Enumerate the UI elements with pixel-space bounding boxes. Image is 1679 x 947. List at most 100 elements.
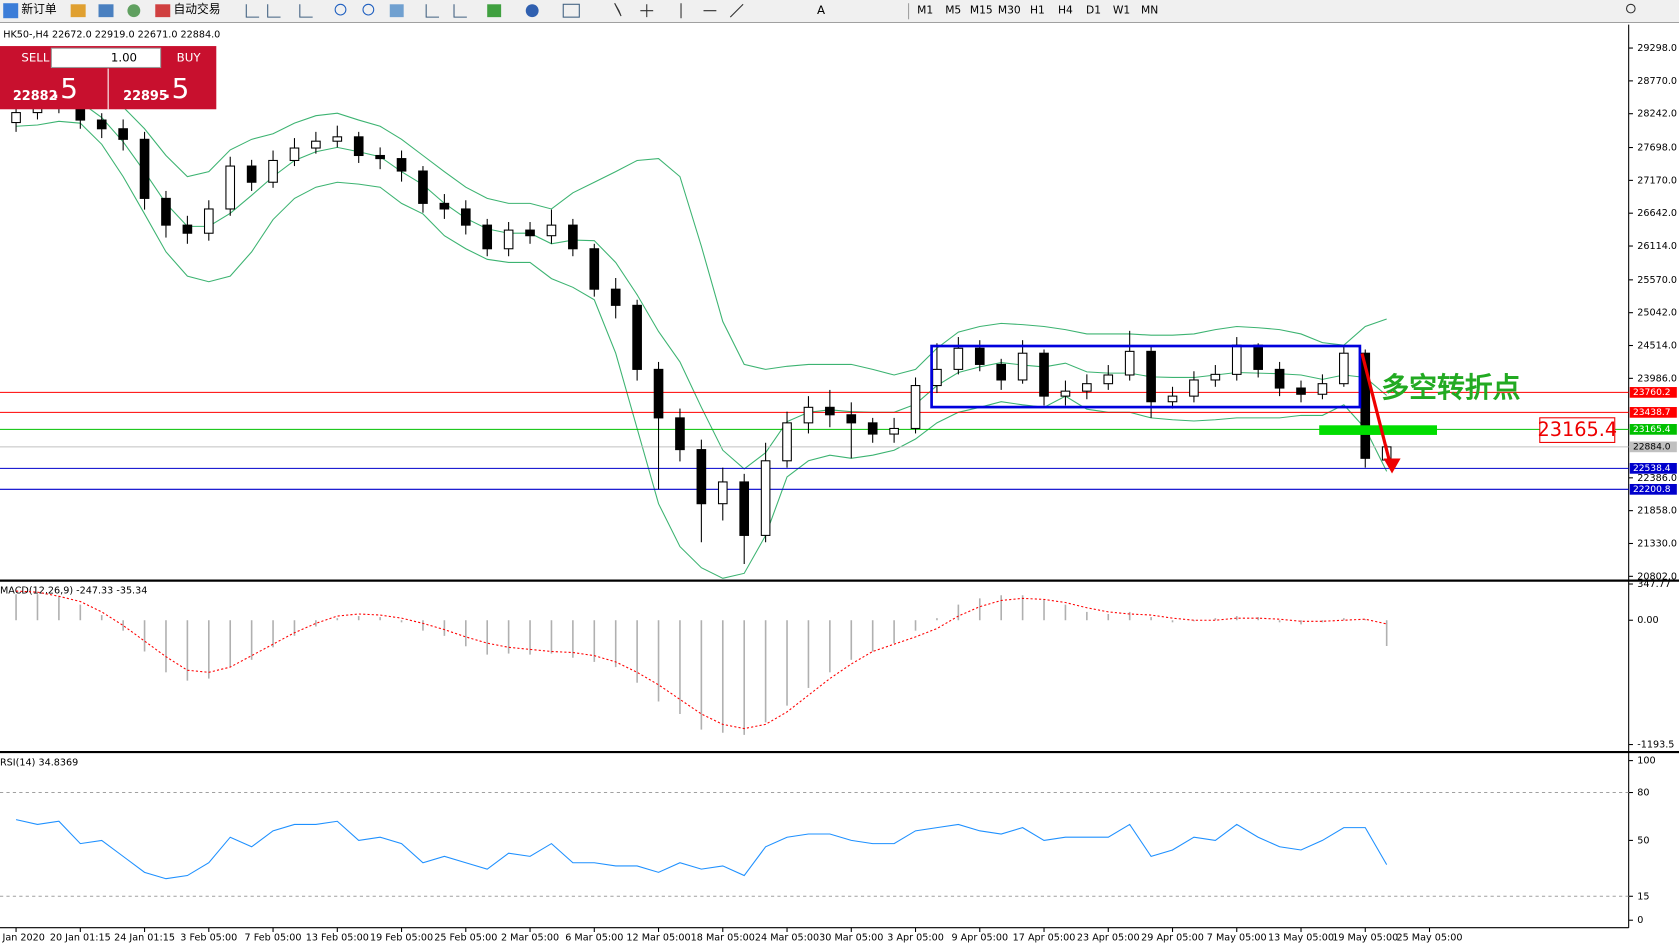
timeframe-button[interactable]: MN (1141, 4, 1158, 17)
x-tick-label: 25 Feb 05:00 (434, 932, 497, 943)
x-tick-label: 3 Feb 05:00 (180, 932, 237, 943)
x-tick-label: 7 May 05:00 (1207, 932, 1267, 943)
y-tick-label: 0.00 (1637, 615, 1658, 626)
buy-button[interactable]: BUY (177, 50, 202, 64)
separator (908, 3, 910, 20)
candle-body (910, 385, 921, 429)
trend-arrow-head (1383, 458, 1401, 474)
x-tick-label: 24 Mar 05:00 (755, 932, 819, 943)
candle-body (1231, 344, 1242, 375)
template-icon[interactable] (562, 3, 580, 18)
annotation-text: 多空转折点 (1381, 371, 1520, 404)
y-tick-label: 27170.0 (1637, 175, 1677, 186)
candle-body (396, 158, 407, 172)
draw-tools[interactable] (614, 2, 744, 19)
ask-pips[interactable]: .5 (163, 72, 190, 105)
x-tick-label: 30 Mar 05:00 (819, 932, 883, 943)
x-tick-label: 18 Mar 05:00 (691, 932, 755, 943)
timeframe-button[interactable]: M1 (917, 4, 933, 17)
candle-body (867, 422, 878, 435)
ask-price[interactable]: 22895 (123, 89, 168, 104)
zoom-out[interactable] (362, 3, 375, 16)
candle-body (439, 202, 450, 210)
lot-value[interactable]: 1.00 (111, 50, 137, 64)
y-tick-label: 50 (1637, 835, 1649, 846)
candle-body (203, 208, 214, 234)
y-tick-label: 29298.0 (1637, 43, 1677, 54)
x-tick-label: 13 Feb 05:00 (306, 932, 369, 943)
search-icon[interactable] (1625, 3, 1636, 14)
y-tick-label: 28242.0 (1637, 109, 1677, 120)
timeframe-button[interactable]: D1 (1086, 4, 1101, 17)
timeframe-button[interactable]: M30 (998, 4, 1021, 17)
candle-body (632, 304, 642, 370)
chart-header: HK50-,H4 22672.0 22919.0 22671.0 22884.0 (3, 29, 220, 40)
candle-body (739, 481, 750, 536)
tool-icon[interactable] (70, 4, 86, 18)
scroll-icons[interactable] (425, 4, 467, 18)
x-tick-label: 19 Feb 05:00 (370, 932, 433, 943)
candle-body (760, 460, 771, 536)
x-tick-label: 6 Mar 05:00 (565, 932, 623, 943)
candle-body (1189, 379, 1199, 397)
x-tick-label: 20 Jan 01:15 (50, 932, 111, 943)
price-level-box (1629, 483, 1677, 495)
y-tick-label: 23986.0 (1637, 373, 1677, 384)
auto-trading-icon[interactable] (155, 4, 171, 18)
candle-body (825, 406, 835, 416)
signal-line (16, 590, 1387, 730)
macd-header: MACD(12,26,9) -247.33 -35.34 (0, 585, 147, 596)
x-tick-label: 17 Apr 05:00 (1013, 932, 1076, 943)
auto-trading-button[interactable]: 自动交易 (173, 2, 220, 16)
new-order-icon[interactable] (3, 3, 19, 19)
rsi-header: RSI(14) 34.8369 (0, 758, 78, 769)
price-level-label: 22538.4 (1633, 464, 1671, 474)
y-tick-label: 22386.0 (1637, 473, 1677, 484)
candle-body (353, 136, 364, 157)
timeframe-button[interactable]: H4 (1058, 4, 1073, 17)
sell-button[interactable]: SELL (21, 50, 49, 64)
candle-body (268, 159, 278, 183)
candle-body (1274, 368, 1285, 389)
lot-input[interactable] (50, 47, 162, 69)
trade-panel: SELL 1.00 BUY 22882 .5 22895 .5 (0, 46, 217, 110)
bid-price[interactable]: 22882 (13, 89, 58, 104)
chart-type-icons[interactable] (245, 4, 313, 18)
candle-body (717, 481, 728, 505)
indicator-icon[interactable] (487, 4, 502, 18)
candle-body (568, 224, 578, 250)
timeframe-button[interactable]: H1 (1030, 4, 1045, 17)
zoom-in[interactable] (334, 3, 347, 16)
y-tick-label: 28770.0 (1637, 76, 1677, 87)
candle-body (118, 128, 128, 140)
timeframe-button[interactable]: M15 (970, 4, 993, 17)
y-tick-label: 25042.0 (1637, 308, 1677, 319)
price-level-box (1629, 462, 1677, 474)
y-tick-label: 26642.0 (1637, 208, 1677, 219)
timeframe-button[interactable]: M5 (945, 4, 961, 17)
periods-icon[interactable] (525, 4, 539, 18)
price-level-box (1629, 387, 1677, 398)
price-level-box (1629, 424, 1677, 435)
x-tick-label: 3 Apr 05:00 (887, 932, 944, 943)
bollinger-band (15, 58, 1387, 376)
tile-icon[interactable] (389, 4, 404, 18)
timeframe-button[interactable]: W1 (1113, 4, 1130, 17)
y-tick-label: 347.77 (1637, 579, 1671, 590)
x-tick-label: 24 Jan 01:15 (114, 932, 175, 943)
new-order-button[interactable]: 新订单 (21, 2, 57, 16)
annotation-box (1539, 417, 1616, 443)
toolbar-group: 新订单 自动交易 A M1 M5 M15 M30 H1 H4 D1 W1 MN (3, 2, 1636, 20)
candle-body (1253, 344, 1263, 370)
candle-body (418, 170, 428, 204)
y-tick-label: 26114.0 (1637, 241, 1677, 252)
range-box (930, 344, 1362, 409)
candle-body (782, 422, 792, 462)
y-tick-label: 21858.0 (1637, 506, 1677, 517)
tool-icon[interactable] (127, 4, 141, 18)
text-tool[interactable]: A (817, 3, 825, 17)
bid-pips[interactable]: .5 (51, 72, 78, 105)
tool-icon[interactable] (98, 4, 114, 18)
